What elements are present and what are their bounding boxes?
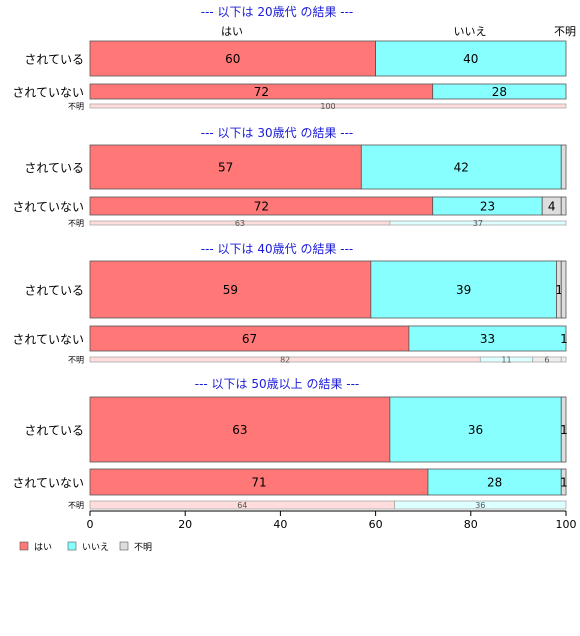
group-title-4: --- 以下は 50歳以上 の結果 --- xyxy=(195,377,360,391)
x-tick-label-20: 20 xyxy=(178,518,192,531)
bar-label-unknown-2-2: 4 xyxy=(548,199,556,213)
x-tick-label-40: 40 xyxy=(273,518,287,531)
row-label-2-2: されていない xyxy=(12,200,84,214)
bar-no-3-1 xyxy=(370,260,557,319)
x-tick-label-60: 60 xyxy=(369,518,383,531)
bar-label-no-2-3: 37 xyxy=(473,219,483,228)
row-label-4-2: されていない xyxy=(12,476,84,490)
bar-no-2-1 xyxy=(360,144,562,190)
row-label-4-3: 不明 xyxy=(68,501,84,510)
row-label-1-1: されている xyxy=(24,53,84,67)
bar-label-no-3-1: 39 xyxy=(456,283,471,297)
bar-no-1-1 xyxy=(375,40,567,77)
row-label-3-2: されていない xyxy=(12,333,84,347)
bar-label-unknown-4-2: 1 xyxy=(560,475,568,489)
column-label-no: いいえ xyxy=(454,25,487,38)
row-label-1-3: 不明 xyxy=(68,102,84,111)
bar-no-4-1 xyxy=(389,396,562,463)
bar-remainder-2-2 xyxy=(560,196,567,216)
bar-label-yes-1-3: 100 xyxy=(320,102,335,111)
bar-label-no-4-3: 36 xyxy=(475,501,485,510)
bar-yes-4-2 xyxy=(89,468,429,496)
bar-yes-4-1 xyxy=(89,396,391,463)
bar-yes-1-3 xyxy=(89,103,567,109)
bar-label-yes-4-1: 63 xyxy=(232,423,247,437)
bar-label-unknown-3-1: 1 xyxy=(555,283,563,297)
bar-remainder-3-3 xyxy=(560,356,567,363)
legend-label-unknown: 不明 xyxy=(134,542,152,553)
bar-label-unknown-3-3: 6 xyxy=(544,355,549,364)
column-label-yes: はい xyxy=(221,25,243,38)
group-title-1: --- 以下は 20歳代 の結果 --- xyxy=(201,5,354,19)
bar-label-yes-2-1: 57 xyxy=(218,160,233,174)
bar-label-no-4-1: 36 xyxy=(468,423,483,437)
bar-no-4-2 xyxy=(427,468,562,496)
legend-swatch-unknown xyxy=(119,541,129,551)
legend-swatch-yes xyxy=(19,541,29,551)
row-label-3-1: されている xyxy=(24,284,84,298)
bar-no-4-3 xyxy=(394,500,567,510)
bar-label-yes-2-2: 72 xyxy=(254,199,269,213)
bar-label-no-2-2: 23 xyxy=(480,199,495,213)
row-label-3-3: 不明 xyxy=(68,356,84,365)
bar-remainder-2-1 xyxy=(560,144,567,190)
bar-no-3-2 xyxy=(408,325,567,352)
bar-label-no-3-2: 33 xyxy=(480,332,495,346)
bar-label-yes-4-3: 64 xyxy=(237,501,247,510)
row-label-4-1: されている xyxy=(24,424,84,438)
bar-label-yes-3-2: 67 xyxy=(242,332,257,346)
bar-no-1-2 xyxy=(432,83,567,100)
bar-label-no-2-1: 42 xyxy=(454,160,469,174)
legend-swatch-no xyxy=(67,541,77,551)
bar-label-no-1-1: 40 xyxy=(463,52,478,66)
bar-yes-2-1 xyxy=(89,144,362,190)
bar-label-unknown-4-1: 1 xyxy=(560,423,568,437)
column-label-unknown: 不明 xyxy=(554,25,576,38)
bar-remainder-3-1 xyxy=(560,260,567,319)
group-title-2: --- 以下は 30歳代 の結果 --- xyxy=(201,126,354,140)
group-title-3: --- 以下は 40歳代 の結果 --- xyxy=(201,242,354,256)
bar-unknown-4-2 xyxy=(560,468,567,496)
legend-label-no: いいえ xyxy=(82,542,109,553)
x-tick-label-0: 0 xyxy=(87,518,94,531)
bar-label-yes-3-3: 82 xyxy=(280,355,290,364)
bar-label-yes-1-1: 60 xyxy=(225,52,240,66)
bar-label-unknown-3-2: 1 xyxy=(560,332,568,346)
bar-label-yes-3-1: 59 xyxy=(223,283,238,297)
row-label-1-2: されていない xyxy=(12,86,84,100)
x-tick-label-80: 80 xyxy=(464,518,478,531)
bar-yes-3-2 xyxy=(89,325,410,352)
bar-label-no-4-2: 28 xyxy=(487,475,502,489)
bar-label-yes-1-2: 72 xyxy=(254,85,269,99)
bar-no-2-3 xyxy=(389,220,567,226)
x-tick-label-100: 100 xyxy=(556,518,577,531)
bar-label-yes-2-3: 63 xyxy=(235,219,245,228)
bar-unknown-4-1 xyxy=(560,396,567,463)
legend-label-yes: はい xyxy=(34,542,52,553)
bar-yes-1-1 xyxy=(89,40,377,77)
row-label-2-1: されている xyxy=(24,161,84,175)
bar-label-yes-4-2: 71 xyxy=(251,475,266,489)
row-label-2-3: 不明 xyxy=(68,219,84,228)
bar-label-no-1-2: 28 xyxy=(492,85,507,99)
bar-yes-3-1 xyxy=(89,260,372,319)
bar-label-no-3-3: 11 xyxy=(501,355,511,364)
